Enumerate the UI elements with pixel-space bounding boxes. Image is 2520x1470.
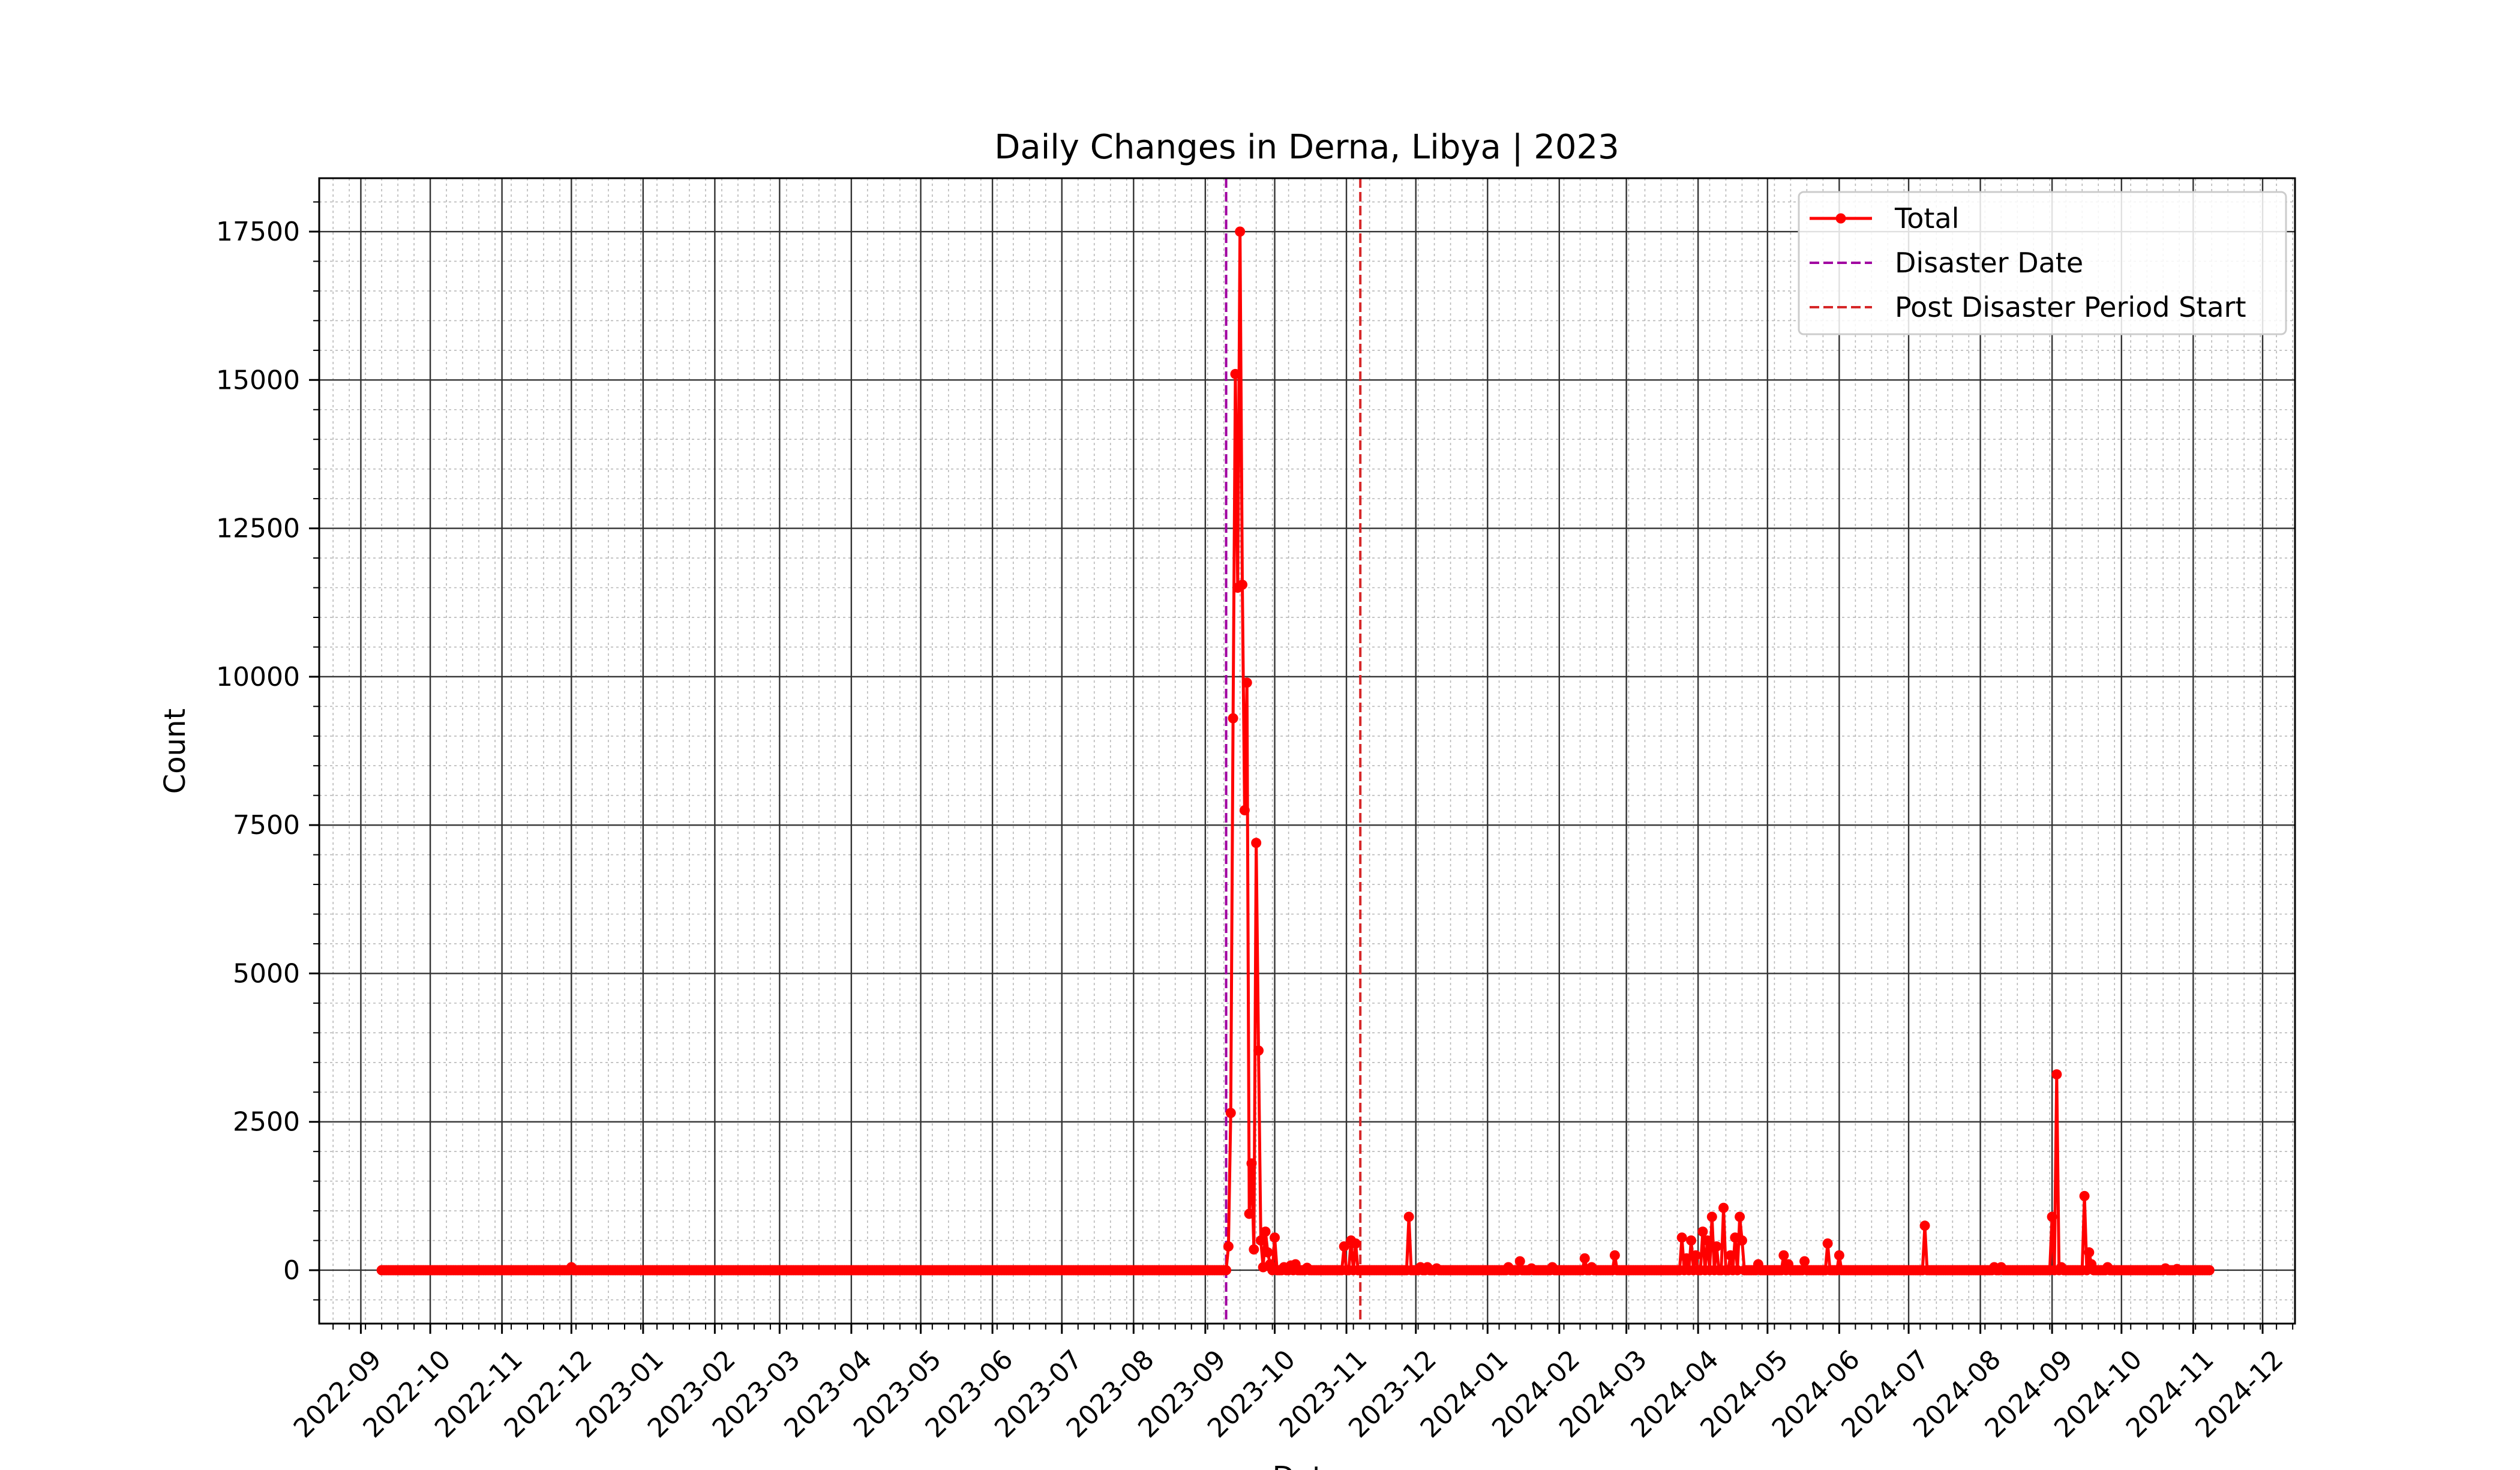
data-point xyxy=(1681,1253,1692,1264)
data-point xyxy=(1676,1232,1687,1243)
x-axis-label: Date xyxy=(1273,1460,1342,1470)
legend-box xyxy=(1798,191,2287,335)
data-point xyxy=(1228,713,1238,724)
data-point xyxy=(2079,1190,2090,1201)
legend-label: Post Disaster Period Start xyxy=(1895,291,2246,323)
data-point xyxy=(1223,1241,1234,1252)
data-point xyxy=(1253,1045,1264,1056)
reference-lines xyxy=(1225,178,1362,1324)
data-point xyxy=(1514,1256,1525,1267)
data-point xyxy=(1230,368,1241,379)
data-point xyxy=(1339,1241,1349,1252)
data-point xyxy=(1225,1108,1236,1118)
data-point xyxy=(1244,1208,1255,1219)
y-tick-label: 10000 xyxy=(216,662,300,692)
data-point xyxy=(1255,1235,1266,1246)
minor-grid xyxy=(319,178,2295,1324)
data-point xyxy=(1350,1238,1361,1249)
plot-frame xyxy=(318,177,2296,1325)
data-point xyxy=(1718,1202,1729,1213)
data-point xyxy=(1711,1241,1722,1252)
y-axis-label: Count xyxy=(158,709,192,794)
major-grid xyxy=(319,178,2295,1324)
legend-handle-marker xyxy=(1835,213,1846,224)
data-point xyxy=(1260,1226,1271,1237)
data-point xyxy=(1702,1235,1713,1246)
data-point xyxy=(1403,1211,1414,1222)
legend-label: Disaster Date xyxy=(1895,247,2083,279)
data-point xyxy=(1834,1250,1844,1261)
data-point xyxy=(1736,1235,1747,1246)
data-point xyxy=(2051,1069,2062,1080)
data-point xyxy=(1725,1250,1736,1261)
y-tick-label: 15000 xyxy=(216,365,300,395)
data-point xyxy=(1579,1253,1590,1264)
data-point xyxy=(1799,1256,1810,1267)
data-point xyxy=(1249,1244,1259,1255)
data-point xyxy=(1262,1247,1273,1258)
y-tick-label: 0 xyxy=(283,1255,300,1286)
y-tick-label: 5000 xyxy=(233,958,300,989)
data-point xyxy=(1919,1220,1930,1231)
data-point xyxy=(1778,1250,1789,1261)
data-point xyxy=(1822,1238,1833,1249)
data-point xyxy=(1706,1211,1717,1222)
chart-title: Daily Changes in Derna, Libya | 2023 xyxy=(994,128,1619,167)
y-axis: 0 2500 5000 7500 10000 12500 15000 17500 xyxy=(216,201,319,1301)
data-point xyxy=(1221,1265,1232,1276)
data-point xyxy=(1270,1232,1280,1243)
data-point xyxy=(1697,1226,1708,1237)
data-point xyxy=(1235,226,1246,237)
data-point xyxy=(1241,677,1252,688)
legend: Total Disaster Date Post Disaster Period S… xyxy=(1798,191,2287,335)
data-point xyxy=(1690,1250,1701,1261)
y-tick-label: 7500 xyxy=(233,810,300,841)
data-point xyxy=(1251,838,1262,848)
data-point xyxy=(1246,1158,1257,1169)
data-point xyxy=(2204,1265,2215,1276)
data-point xyxy=(1239,805,1250,815)
y-tick-label: 17500 xyxy=(216,217,300,247)
data-point xyxy=(1237,580,1248,590)
y-tick-label: 2500 xyxy=(233,1107,300,1138)
data-point xyxy=(1609,1250,1620,1261)
y-tick-label: 12500 xyxy=(216,514,300,544)
series-total xyxy=(376,226,2215,1276)
data-point xyxy=(1686,1235,1697,1246)
data-point xyxy=(2047,1211,2057,1222)
data-point xyxy=(1735,1211,1745,1222)
legend-label: Total xyxy=(1894,202,1959,235)
data-point xyxy=(2084,1247,2095,1258)
